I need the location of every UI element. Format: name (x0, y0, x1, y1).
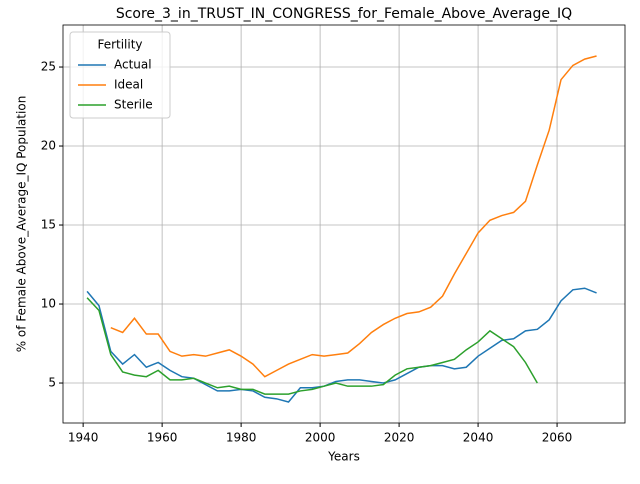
line (86, 297, 538, 395)
y-tick-label: 10 (41, 297, 56, 311)
x-tick-label: 1940 (68, 431, 99, 445)
plot-frame (62, 24, 626, 424)
x-tick-label: 2060 (542, 431, 573, 445)
y-tick-label: 5 (48, 376, 56, 390)
legend: Fertility Actual Ideal Sterile (69, 31, 171, 119)
x-tick-label: 1980 (226, 431, 257, 445)
y-tick-label: 15 (41, 218, 56, 232)
legend-box (69, 31, 171, 119)
x-tick-label: 2000 (305, 431, 336, 445)
x-tick-label: 2020 (384, 431, 415, 445)
x-tick-label: 1960 (147, 431, 178, 445)
legend-label: Ideal (114, 78, 143, 92)
x-axis-label: Years (327, 450, 360, 464)
legend-title: Fertility (97, 38, 142, 52)
y-tick-label: 25 (41, 60, 56, 74)
legend-label: Actual (114, 58, 152, 72)
x-tick-label: 2040 (463, 431, 494, 445)
line (110, 55, 597, 378)
line (86, 287, 597, 403)
y-axis-label: % of Female Above_Average_IQ Population (15, 96, 29, 353)
chart-title: Score_3_in_TRUST_IN_CONGRESS_for_Female_… (116, 6, 572, 22)
legend-label: Sterile (114, 98, 153, 112)
y-tick-label: 20 (41, 139, 56, 153)
